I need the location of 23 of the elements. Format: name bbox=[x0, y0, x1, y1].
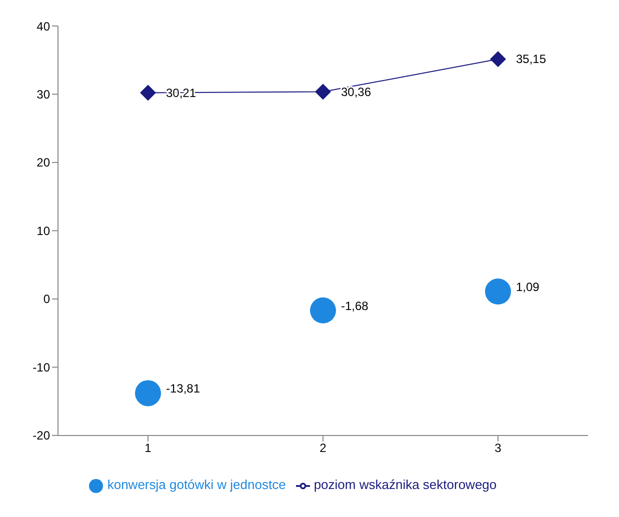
legend-label: konwersja gotówki w jednostce bbox=[107, 477, 286, 492]
y-tick-label: 20 bbox=[36, 156, 50, 170]
point bbox=[135, 380, 161, 406]
point bbox=[485, 278, 511, 305]
y-tick-label: -20 bbox=[32, 428, 50, 443]
data-label: -1,68 bbox=[341, 298, 369, 313]
x-tick-label: 3 bbox=[494, 440, 502, 455]
y-tick-label: 30 bbox=[36, 88, 50, 102]
point bbox=[315, 84, 331, 100]
point bbox=[310, 297, 336, 324]
point bbox=[140, 84, 156, 101]
y-tick-label: 40 bbox=[36, 19, 50, 34]
data-label: 35,15 bbox=[516, 52, 546, 66]
y-tick-label: 10 bbox=[36, 224, 50, 238]
legend-label: poziom wskaźnika sektorowego bbox=[314, 477, 497, 492]
y-tick-label: -10 bbox=[32, 360, 50, 374]
x-tick-label: 1 bbox=[144, 440, 152, 455]
x-tick-label: 2 bbox=[320, 440, 327, 455]
data-label: -13,81 bbox=[166, 382, 200, 396]
point bbox=[490, 51, 506, 68]
y-tick-label: 0 bbox=[43, 292, 50, 306]
data-label: 1,09 bbox=[516, 280, 540, 294]
data-label: 30,36 bbox=[341, 84, 372, 99]
